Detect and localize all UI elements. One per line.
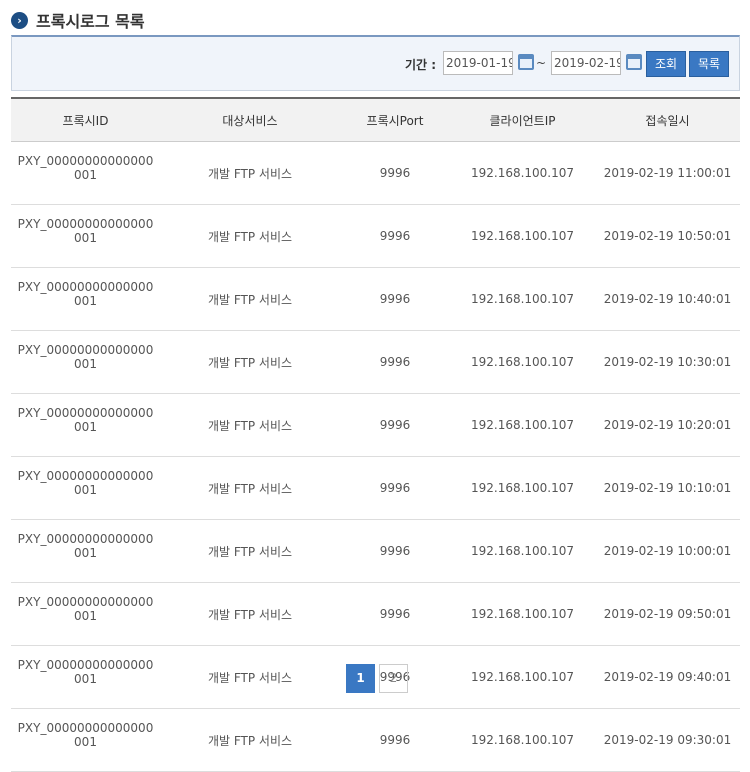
table-row[interactable]: PXY_00000000000000001 개발 FTP 서비스 9996 192.1… [11, 582, 740, 646]
table-row[interactable]: PXY_00000000000000001 개발 FTP 서비스 9996 192.1… [11, 645, 740, 709]
table-body: PXY_00000000000000001 개발 FTP 서비스 9996 192.1… [11, 141, 740, 772]
table-cell: 9996 [340, 456, 450, 520]
title-text: 프록시로그 목록 [36, 12, 145, 31]
table-cell: 192.168.100.107 [450, 204, 595, 268]
table-cell: 9996 [340, 141, 450, 205]
table-cell: 2019-02-19 11:00:01 [595, 141, 740, 205]
end-date[interactable]: 2019-02-19 [551, 51, 621, 75]
column-header: 프록시ID [11, 97, 160, 142]
log-table: 프록시ID 대상서비스 프록시Port 클라이언트IP 접속일시 PXY_0000000… [11, 97, 740, 772]
page-button[interactable]: 2 [379, 664, 408, 693]
filter-label: 기간 : [405, 58, 437, 72]
table-cell: 2019-02-19 10:40:01 [595, 267, 740, 331]
table-cell: 192.168.100.107 [450, 267, 595, 331]
table-cell: 192.168.100.107 [450, 708, 595, 772]
table-cell: 192.168.100.107 [450, 582, 595, 646]
table-row[interactable]: PXY_00000000000000001 개발 FTP 서비스 9996 192.1… [11, 267, 740, 331]
title-icon: › [11, 11, 28, 29]
table-cell: 9996 [340, 330, 450, 394]
table-row[interactable]: PXY_00000000000000001 개발 FTP 서비스 9996 192.1… [11, 393, 740, 457]
table-cell: 개발 FTP 서비스 [160, 645, 340, 709]
table-cell: PXY_00000000000000001 [11, 582, 160, 646]
table-cell: 2019-02-19 10:30:01 [595, 330, 740, 394]
table-cell: 9996 [340, 393, 450, 457]
table-cell: 2019-02-19 09:30:01 [595, 708, 740, 772]
table-cell: PXY_00000000000000001 [11, 645, 160, 709]
table-row[interactable]: PXY_00000000000000001 개발 FTP 서비스 9996 192.1… [11, 141, 740, 205]
table-cell: PXY_00000000000000001 [11, 267, 160, 331]
table-cell: 개발 FTP 서비스 [160, 204, 340, 268]
page: › 프록시로그 목록 기간 : 2019-01-19 ~ 2019-02-19 조… [11, 8, 740, 772]
table-cell: PXY_00000000000000001 [11, 456, 160, 520]
table-row[interactable]: PXY_00000000000000001 개발 FTP 서비스 9996 192.1… [11, 204, 740, 268]
column-header: 프록시Port [340, 97, 450, 142]
start-date[interactable]: 2019-01-19 [443, 51, 513, 75]
calendar-icon[interactable] [626, 54, 642, 70]
table-cell: PXY_00000000000000001 [11, 519, 160, 583]
search-button[interactable]: 조회 [646, 51, 686, 77]
table-cell: 개발 FTP 서비스 [160, 456, 340, 520]
table-cell: 192.168.100.107 [450, 456, 595, 520]
table-cell: 9996 [340, 582, 450, 646]
header-row: 프록시ID 대상서비스 프록시Port 클라이언트IP 접속일시 [11, 97, 740, 142]
list-button[interactable]: 목록 [689, 51, 729, 77]
table-cell: 2019-02-19 09:50:01 [595, 582, 740, 646]
table-cell: PXY_00000000000000001 [11, 330, 160, 394]
table-cell: 개발 FTP 서비스 [160, 708, 340, 772]
table-cell: PXY_00000000000000001 [11, 708, 160, 772]
table-cell: 개발 FTP 서비스 [160, 582, 340, 646]
table-cell: 192.168.100.107 [450, 141, 595, 205]
table-cell: 2019-02-19 10:10:01 [595, 456, 740, 520]
table-cell: PXY_00000000000000001 [11, 393, 160, 457]
table-cell: 개발 FTP 서비스 [160, 519, 340, 583]
column-header: 클라이언트IP [450, 97, 595, 142]
table-cell: 192.168.100.107 [450, 393, 595, 457]
calendar-icon[interactable] [518, 54, 534, 70]
table-cell: 192.168.100.107 [450, 330, 595, 394]
table-cell: 9996 [340, 267, 450, 331]
table-row[interactable]: PXY_00000000000000001 개발 FTP 서비스 9996 192.1… [11, 330, 740, 394]
table-cell: 9996 [340, 204, 450, 268]
table-cell: 192.168.100.107 [450, 519, 595, 583]
table-cell: 개발 FTP 서비스 [160, 393, 340, 457]
table-cell: PXY_00000000000000001 [11, 204, 160, 268]
page-title: › 프록시로그 목록 [11, 8, 145, 32]
table-cell: 2019-02-19 10:50:01 [595, 204, 740, 268]
table-cell: 개발 FTP 서비스 [160, 330, 340, 394]
table-cell: 9996 [340, 519, 450, 583]
table-cell: 개발 FTP 서비스 [160, 141, 340, 205]
table-row[interactable]: PXY_00000000000000001 개발 FTP 서비스 9996 192.1… [11, 519, 740, 583]
date-separator: ~ [536, 56, 547, 70]
table-cell: 2019-02-19 10:00:01 [595, 519, 740, 583]
table-cell: 2019-02-19 10:20:01 [595, 393, 740, 457]
table-row[interactable]: PXY_00000000000000001 개발 FTP 서비스 9996 192.1… [11, 456, 740, 520]
table-cell: 2019-02-19 09:40:01 [595, 645, 740, 709]
table-cell: PXY_00000000000000001 [11, 141, 160, 205]
table-row[interactable]: PXY_00000000000000001 개발 FTP 서비스 9996 192.1… [11, 708, 740, 772]
filter-box: 기간 : 2019-01-19 ~ 2019-02-19 조회 목록 [11, 35, 740, 91]
table-cell: 192.168.100.107 [450, 645, 595, 709]
column-header: 접속일시 [595, 97, 740, 142]
table-cell: 개발 FTP 서비스 [160, 267, 340, 331]
table-cell: 9996 [340, 708, 450, 772]
page-button[interactable]: 1 [346, 664, 375, 693]
column-header: 대상서비스 [160, 97, 340, 142]
